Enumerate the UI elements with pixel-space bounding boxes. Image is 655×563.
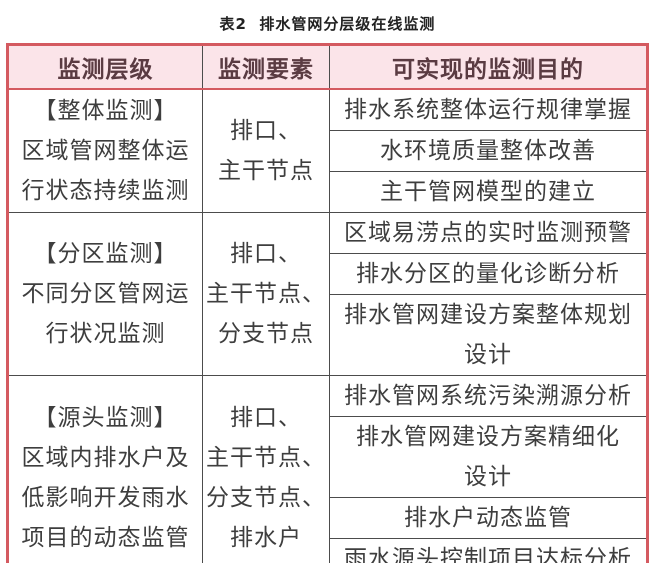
header-row: 监测层级 监测要素 可实现的监测目的 bbox=[7, 43, 648, 90]
cell-purpose: 排水分区的量化诊断分析 bbox=[329, 253, 648, 295]
table-row: 【源头监测】 区域内排水户及 低影响开发雨水 项目的动态监管 排口、 主干节点、… bbox=[7, 375, 648, 563]
cell-elements-district: 排口、 主干节点、 分支节点 bbox=[202, 212, 330, 376]
cell-level-source: 【源头监测】 区域内排水户及 低影响开发雨水 项目的动态监管 bbox=[7, 375, 203, 563]
cell-purpose: 排水管网建设方案精细化 设计 bbox=[329, 416, 648, 498]
cell-elements-source: 排口、 主干节点、 分支节点、 排水户 bbox=[202, 375, 330, 563]
table-row: 排水户动态监管 bbox=[8, 497, 648, 539]
header-monitoring-level: 监测层级 bbox=[7, 43, 203, 90]
table-row: 【整体监测】 区域管网整体运 行状态持续监测 排口、 主干节点 排水系统整体运行… bbox=[7, 88, 648, 213]
cell-purpose: 排水户动态监管 bbox=[329, 497, 648, 539]
cell-purpose: 排水管网系统污染溯源分析 bbox=[329, 375, 648, 417]
table-caption: 表2 排水管网分层级在线监测 bbox=[219, 15, 436, 33]
table-row: 【分区监测】 不同分区管网运 行状况监测 排口、 主干节点、 分支节点 区域易涝… bbox=[7, 212, 648, 376]
table-row: 雨水源头控制项目达标分析 bbox=[8, 538, 648, 563]
table-row: 水环境质量整体改善 bbox=[8, 130, 648, 172]
table-row: 排水分区的量化诊断分析 bbox=[8, 253, 648, 295]
cell-purpose: 排水系统整体运行规律掌握 bbox=[329, 88, 648, 131]
cell-level-district: 【分区监测】 不同分区管网运 行状况监测 bbox=[7, 212, 203, 376]
header-monitoring-purpose: 可实现的监测目的 bbox=[329, 43, 648, 90]
cell-level-overall: 【整体监测】 区域管网整体运 行状态持续监测 bbox=[7, 88, 203, 213]
monitoring-table: 监测层级 监测要素 可实现的监测目的 【整体监测】 区域管网整体运 行状态持续监… bbox=[6, 43, 649, 563]
cell-purpose: 雨水源头控制项目达标分析 bbox=[329, 538, 648, 563]
table-row: 主干管网模型的建立 bbox=[8, 171, 648, 213]
cell-purpose: 水环境质量整体改善 bbox=[329, 130, 648, 172]
cell-purpose: 排水管网建设方案整体规划 设计 bbox=[329, 294, 648, 376]
header-monitoring-elements: 监测要素 bbox=[202, 43, 330, 90]
cell-elements-overall: 排口、 主干节点 bbox=[202, 88, 330, 213]
cell-purpose: 区域易涝点的实时监测预警 bbox=[329, 212, 648, 254]
table-row: 排水管网建设方案精细化 设计 bbox=[8, 416, 648, 498]
cell-purpose: 主干管网模型的建立 bbox=[329, 171, 648, 213]
